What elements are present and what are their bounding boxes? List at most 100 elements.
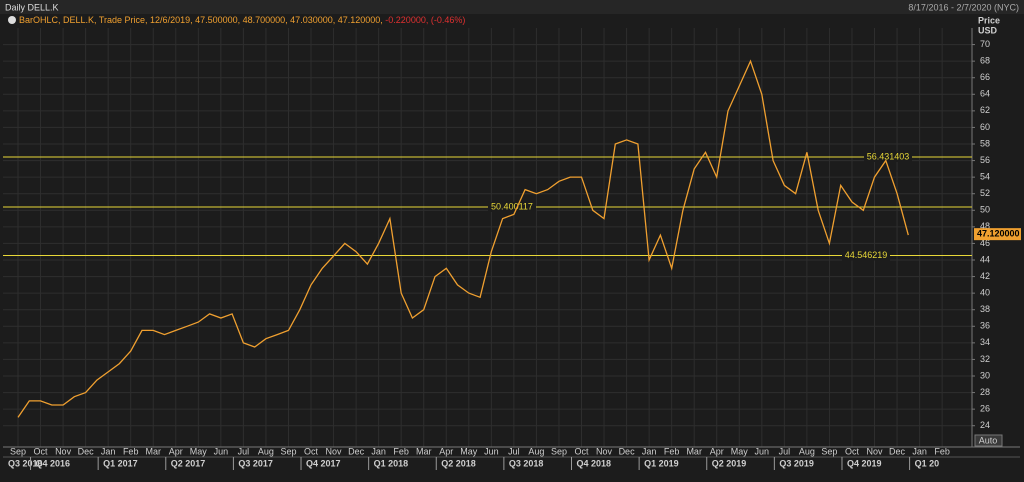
y-tick-label: 38 [980, 304, 990, 314]
level-label: 44.546219 [845, 250, 888, 260]
chart-title: Daily DELL.K [5, 2, 59, 12]
y-tick-label: 44 [980, 254, 990, 264]
x-tick-label: Aug [799, 446, 815, 456]
x-tick-label: Jan [642, 446, 657, 456]
x-tick-label: May [460, 446, 478, 456]
x-tick-label: Jul [779, 446, 791, 456]
quarter-label: Q4 2018 [577, 458, 612, 468]
x-tick-label: Aug [528, 446, 544, 456]
x-tick-label: Nov [55, 446, 72, 456]
x-tick-label: Jan [101, 446, 116, 456]
x-tick-label: Mar [145, 446, 161, 456]
y-tick-label: 42 [980, 271, 990, 281]
legend-main: BarOHLC, DELL.K, Trade Price, 12/6/2019,… [19, 15, 383, 25]
x-tick-label: Oct [34, 446, 49, 456]
legend-text: BarOHLC, DELL.K, Trade Price, 12/6/2019,… [19, 15, 465, 25]
x-tick-label: Nov [867, 446, 884, 456]
y-tick-label: 24 [980, 420, 990, 430]
x-tick-label: Apr [439, 446, 453, 456]
x-tick-label: Oct [574, 446, 589, 456]
y-tick-label: 68 [980, 56, 990, 66]
y-tick-label: 60 [980, 122, 990, 132]
y-tick-label: 40 [980, 288, 990, 298]
x-tick-label: Oct [845, 446, 860, 456]
legend-icon [8, 16, 16, 24]
x-tick-label: Mar [416, 446, 432, 456]
x-tick-label: Apr [169, 446, 183, 456]
date-range: 8/17/2016 - 2/7/2020 (NYC) [908, 2, 1019, 12]
level-label: 50.400117 [491, 201, 533, 211]
header-bar [0, 0, 1024, 14]
quarter-label: Q2 2019 [712, 458, 747, 468]
x-tick-label: Sep [551, 446, 567, 456]
level-label-bg [842, 250, 890, 261]
y-tick-label: 54 [980, 172, 990, 182]
x-tick-label: Dec [619, 446, 636, 456]
y-tick-label: 64 [980, 89, 990, 99]
x-tick-label: Sep [10, 446, 26, 456]
x-tick-label: Feb [123, 446, 139, 456]
y-axis-title: USD [978, 25, 998, 35]
x-tick-label: Jan [371, 446, 386, 456]
x-tick-label: Jul [238, 446, 250, 456]
x-tick-label: Oct [304, 446, 319, 456]
x-tick-label: Apr [710, 446, 724, 456]
auto-button[interactable] [974, 434, 1003, 447]
grid [3, 28, 972, 447]
last-price-label: 47.120000 [977, 229, 1020, 239]
y-tick-label: 46 [980, 238, 990, 248]
legend-change: -0.220000, (-0.46%) [385, 15, 465, 25]
quarter-label: Q3 2019 [779, 458, 814, 468]
level-label: 56.431403 [867, 151, 910, 161]
y-tick-label: 58 [980, 138, 990, 148]
y-tick-label: 32 [980, 354, 990, 364]
x-tick-label: Jun [484, 446, 499, 456]
quarter-label: Q2 2017 [171, 458, 206, 468]
x-tick-label: May [731, 446, 749, 456]
quarter-label: Q1 2018 [374, 458, 409, 468]
quarter-label: Q3 2017 [238, 458, 273, 468]
level-label-bg [488, 201, 536, 212]
x-tick-label: Dec [889, 446, 906, 456]
level-label-bg [864, 151, 912, 162]
price-line [17, 59, 909, 418]
x-tick-label: Jun [214, 446, 229, 456]
y-tick-label: 36 [980, 321, 990, 331]
quarter-label: Q2 2018 [441, 458, 476, 468]
x-tick-label: Sep [821, 446, 837, 456]
x-tick-label: Jan [912, 446, 927, 456]
quarter-label: Q4 2016 [36, 458, 71, 468]
last-price-box [974, 228, 1021, 241]
x-tick-label: Dec [348, 446, 365, 456]
y-tick-label: 52 [980, 188, 990, 198]
x-tick-label: Mar [686, 446, 702, 456]
y-tick-label: 30 [980, 370, 990, 380]
quarter-label: Q1 20 [915, 458, 940, 468]
x-tick-label: May [190, 446, 208, 456]
y-tick-label: 34 [980, 337, 990, 347]
x-tick-label: Jul [508, 446, 520, 456]
quarter-label: Q1 2019 [644, 458, 679, 468]
auto-button-label[interactable]: Auto [979, 435, 998, 445]
y-tick-label: 26 [980, 404, 990, 414]
x-tick-label: Feb [393, 446, 409, 456]
quarter-label: Q1 2017 [103, 458, 138, 468]
quarter-label: Q3 2018 [509, 458, 544, 468]
x-tick-label: Aug [258, 446, 274, 456]
x-tick-label: Jun [755, 446, 770, 456]
x-tick-label: Nov [596, 446, 613, 456]
y-tick-label: 50 [980, 205, 990, 215]
quarter-label: Q4 2017 [306, 458, 341, 468]
y-tick-label: 48 [980, 221, 990, 231]
y-tick-label: 56 [980, 155, 990, 165]
quarter-label: Q3 2016 [8, 458, 43, 468]
y-tick-label: 28 [980, 387, 990, 397]
x-tick-label: Nov [326, 446, 343, 456]
x-tick-label: Feb [664, 446, 680, 456]
x-tick-label: Sep [280, 446, 296, 456]
quarter-label: Q4 2019 [847, 458, 882, 468]
y-tick-label: 70 [980, 39, 990, 49]
y-tick-label: 62 [980, 105, 990, 115]
x-tick-label: Dec [78, 446, 95, 456]
